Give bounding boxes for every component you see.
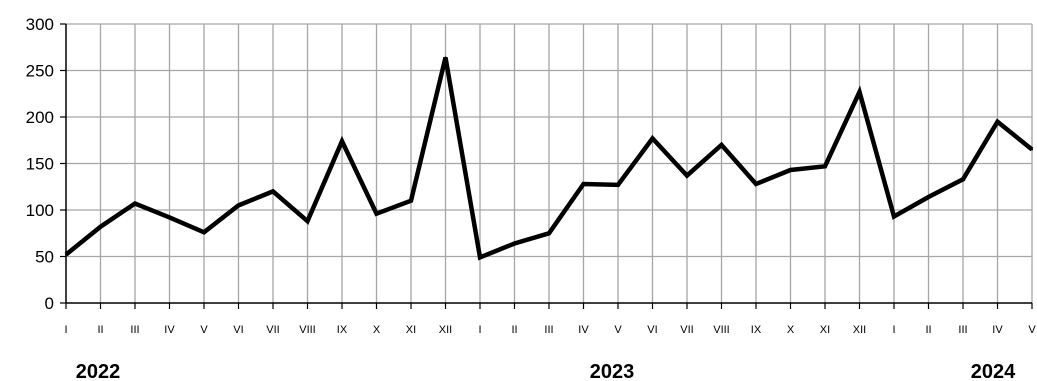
x-tick-label: IV	[164, 324, 175, 336]
data-point	[789, 169, 792, 172]
x-axis-ticks: I II III IV V VI VII VIII IX X XI XII I II III IV V VI VII…	[64, 303, 1036, 336]
data-point	[962, 178, 964, 181]
y-tick-label: 100	[26, 201, 54, 220]
data-point	[444, 56, 447, 59]
data-point	[341, 140, 343, 143]
data-point	[858, 90, 861, 93]
x-tick-label: V	[200, 324, 208, 336]
series-layer	[64, 56, 1034, 261]
year-labels: 2022 2023 2024	[76, 361, 1016, 381]
x-tick-label: XII	[853, 324, 866, 336]
x-tick-label: V	[614, 324, 622, 336]
x-tick-label: XII	[439, 324, 452, 336]
x-tick-label: VII	[680, 324, 693, 336]
data-point	[755, 182, 757, 185]
x-tick-label: II	[925, 324, 931, 336]
data-point	[99, 225, 102, 228]
x-tick-label: VI	[233, 324, 243, 336]
y-tick-label: 200	[26, 108, 54, 127]
x-tick-label: VIII	[713, 324, 730, 336]
x-tick-label: XI	[406, 324, 416, 336]
data-point	[306, 220, 309, 223]
data-point	[996, 120, 999, 123]
data-point	[582, 182, 585, 185]
x-tick-label: X	[787, 324, 795, 336]
y-tick-label: 50	[35, 248, 54, 267]
x-tick-label: III	[130, 324, 139, 336]
x-tick-label: IV	[578, 324, 589, 336]
x-tick-label: II	[97, 324, 103, 336]
data-point	[927, 195, 930, 198]
y-axis-ticks: 0 50 100 150 200 250 300	[26, 15, 66, 313]
data-point	[720, 143, 723, 146]
x-tick-label: IX	[751, 324, 762, 336]
year-label: 2023	[590, 361, 635, 381]
data-point	[168, 216, 171, 219]
x-tick-label: VI	[647, 324, 657, 336]
y-tick-label: 300	[26, 15, 54, 34]
x-tick-label: V	[1028, 324, 1036, 336]
data-point	[513, 242, 516, 245]
y-tick-label: 150	[26, 155, 54, 174]
data-point	[65, 253, 67, 256]
x-tick-label: XI	[820, 324, 830, 336]
x-tick-label: VII	[266, 324, 279, 336]
data-point	[134, 202, 136, 205]
x-tick-label: III	[544, 324, 553, 336]
data-point	[1031, 148, 1033, 151]
x-tick-label: IX	[337, 324, 348, 336]
x-tick-label: I	[478, 324, 481, 336]
data-point	[893, 215, 895, 218]
x-tick-label: I	[892, 324, 895, 336]
data-point	[203, 231, 205, 234]
data-point	[479, 256, 481, 259]
data-point	[686, 174, 688, 177]
year-label: 2024	[971, 361, 1016, 381]
y-tick-label: 0	[45, 294, 54, 313]
data-point	[651, 137, 654, 140]
data-point	[824, 165, 826, 168]
x-tick-label: VIII	[299, 324, 316, 336]
data-point	[410, 199, 412, 202]
year-label: 2022	[76, 361, 121, 381]
y-tick-label: 250	[26, 62, 54, 81]
data-point	[617, 183, 619, 186]
data-point	[272, 190, 274, 193]
x-tick-label: I	[64, 324, 67, 336]
grid-lines	[66, 23, 1033, 303]
data-point	[375, 212, 378, 215]
x-tick-label: X	[373, 324, 381, 336]
data-point	[548, 232, 550, 235]
data-point	[237, 204, 240, 207]
x-tick-label: IV	[992, 324, 1003, 336]
x-tick-label: II	[511, 324, 517, 336]
x-tick-label: III	[958, 324, 967, 336]
